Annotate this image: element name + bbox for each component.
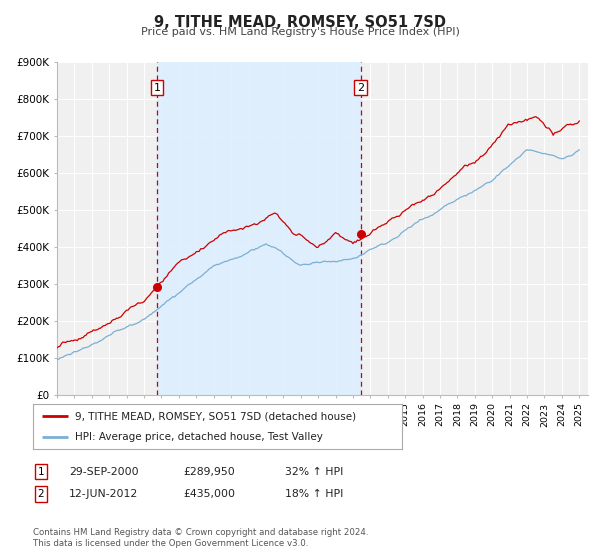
Bar [157, 62, 361, 395]
Text: 2: 2 [37, 489, 44, 499]
Text: 32% ↑ HPI: 32% ↑ HPI [285, 466, 343, 477]
Text: Contains HM Land Registry data © Crown copyright and database right 2024.
This d: Contains HM Land Registry data © Crown c… [33, 528, 368, 548]
Text: £289,950: £289,950 [183, 466, 235, 477]
Text: 1: 1 [154, 82, 161, 92]
Text: 18% ↑ HPI: 18% ↑ HPI [285, 489, 343, 499]
Text: £435,000: £435,000 [183, 489, 235, 499]
Text: Price paid vs. HM Land Registry's House Price Index (HPI): Price paid vs. HM Land Registry's House … [140, 27, 460, 37]
Text: HPI: Average price, detached house, Test Valley: HPI: Average price, detached house, Test… [76, 432, 323, 442]
Text: 29-SEP-2000: 29-SEP-2000 [69, 466, 139, 477]
Text: 9, TITHE MEAD, ROMSEY, SO51 7SD (detached house): 9, TITHE MEAD, ROMSEY, SO51 7SD (detache… [76, 412, 356, 422]
Text: 1: 1 [37, 466, 44, 477]
Text: 12-JUN-2012: 12-JUN-2012 [69, 489, 138, 499]
Text: 2: 2 [357, 82, 364, 92]
Text: 9, TITHE MEAD, ROMSEY, SO51 7SD: 9, TITHE MEAD, ROMSEY, SO51 7SD [154, 15, 446, 30]
